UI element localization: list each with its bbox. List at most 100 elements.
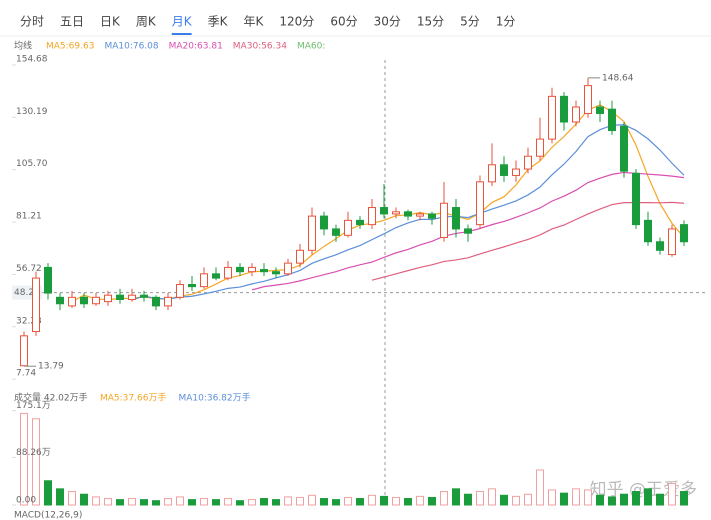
- volume-bar: [116, 499, 124, 506]
- volume-bar: [296, 496, 304, 506]
- y-tick-label: 32.23: [16, 316, 42, 326]
- volume-bar: [428, 496, 436, 506]
- candle-body: [368, 207, 376, 226]
- candle-body: [548, 95, 556, 140]
- candle-body: [584, 85, 592, 114]
- volume-bar: [380, 495, 388, 506]
- candle-body: [416, 213, 424, 217]
- volume-bar: [524, 493, 532, 506]
- candle-body: [380, 207, 388, 215]
- candle-body: [524, 155, 532, 170]
- volume-bar: [260, 498, 268, 506]
- ma-legend: MA30:56.34: [233, 42, 287, 52]
- volume-bar: [560, 492, 568, 506]
- volume-bar: [632, 491, 640, 506]
- volume-bar: [356, 498, 364, 506]
- tab[interactable]: 季K: [208, 15, 229, 29]
- tab[interactable]: 120分: [279, 15, 314, 29]
- volume-bar: [104, 498, 112, 506]
- ma-legend: MA10:76.08: [104, 42, 158, 52]
- candle-body: [200, 273, 208, 288]
- volume-bar: [476, 491, 484, 506]
- candle-body: [32, 277, 40, 333]
- volume-legend: MA5:37.66万手: [100, 392, 166, 404]
- candle-body: [656, 241, 664, 251]
- tab[interactable]: 30分: [374, 15, 401, 29]
- volume-bar: [152, 500, 160, 506]
- candle-body: [344, 219, 352, 236]
- volume-bar: [644, 488, 652, 506]
- tab[interactable]: 5分: [460, 15, 480, 29]
- volume-bar: [464, 493, 472, 506]
- ma-line: [131, 124, 685, 301]
- ma-legend: MA5:69.63: [46, 42, 94, 52]
- volume-bar: [440, 491, 448, 506]
- volume-bar: [656, 493, 664, 506]
- volume-bar: [68, 491, 76, 506]
- candle-body: [320, 215, 328, 230]
- volume-bar: [200, 498, 208, 506]
- candle-body: [236, 266, 244, 273]
- candle-body: [128, 294, 136, 300]
- candle-body: [224, 266, 232, 279]
- volume-tick-label: 175.1万: [16, 401, 51, 411]
- candle-body: [164, 296, 172, 307]
- volume-bar: [188, 499, 196, 506]
- candle-body: [404, 211, 412, 217]
- y-tick-label: 7.74: [16, 369, 36, 379]
- volume-bar: [44, 480, 52, 506]
- tab[interactable]: 60分: [330, 15, 357, 29]
- candle-body: [644, 219, 652, 243]
- tab[interactable]: 月K: [172, 15, 193, 29]
- volume-bar: [404, 498, 412, 506]
- volume-bar: [164, 498, 172, 506]
- volume-bar: [596, 494, 604, 506]
- y-tick-label: 81.21: [16, 212, 42, 222]
- volume-bar: [248, 499, 256, 506]
- tab[interactable]: 15分: [417, 15, 444, 29]
- volume-bar: [320, 498, 328, 506]
- y-tick-label: 105.70: [16, 159, 48, 169]
- candle-body: [428, 213, 436, 219]
- candle-body: [176, 284, 184, 298]
- candle-body: [332, 228, 340, 236]
- volume-bar: [284, 496, 292, 506]
- candle-body: [488, 164, 496, 183]
- candle-body: [92, 296, 100, 305]
- volume-bar: [212, 499, 220, 506]
- candle-body: [104, 294, 112, 303]
- tab[interactable]: 五日: [60, 15, 84, 29]
- volume-bar: [332, 499, 340, 506]
- candle-body: [296, 249, 304, 264]
- macd-label: MACD(12,26,9): [14, 511, 82, 520]
- volume-bar: [272, 499, 280, 506]
- candle-body: [464, 228, 472, 234]
- volume-bar: [608, 496, 616, 506]
- volume-bar: [176, 496, 184, 506]
- volume-bar: [668, 482, 676, 506]
- tab[interactable]: 年K: [244, 15, 265, 29]
- candle-body: [44, 266, 52, 294]
- candle-body: [212, 273, 220, 279]
- candle-body: [272, 271, 280, 275]
- volume-bar: [416, 495, 424, 506]
- volume-bar: [392, 496, 400, 506]
- volume-bar: [308, 494, 316, 506]
- tab[interactable]: 周K: [136, 15, 157, 29]
- candle-body: [680, 224, 688, 243]
- candle-body: [356, 219, 364, 226]
- volume-bar: [80, 493, 88, 506]
- tab[interactable]: 分时: [20, 15, 44, 29]
- y-tick-label: 130.19: [16, 107, 48, 117]
- crosshair-label: 48.21: [14, 288, 40, 298]
- volume-bar: [572, 488, 580, 506]
- volume-bar: [680, 491, 688, 506]
- candle-body: [188, 284, 196, 288]
- low-label: 13.79: [38, 362, 64, 372]
- volume-tick-label: 88.26万: [16, 448, 51, 458]
- tab[interactable]: 日K: [100, 15, 121, 29]
- tab[interactable]: 1分: [496, 15, 516, 29]
- volume-bar: [92, 496, 100, 506]
- candle-body: [632, 172, 640, 226]
- volume-bar: [140, 499, 148, 506]
